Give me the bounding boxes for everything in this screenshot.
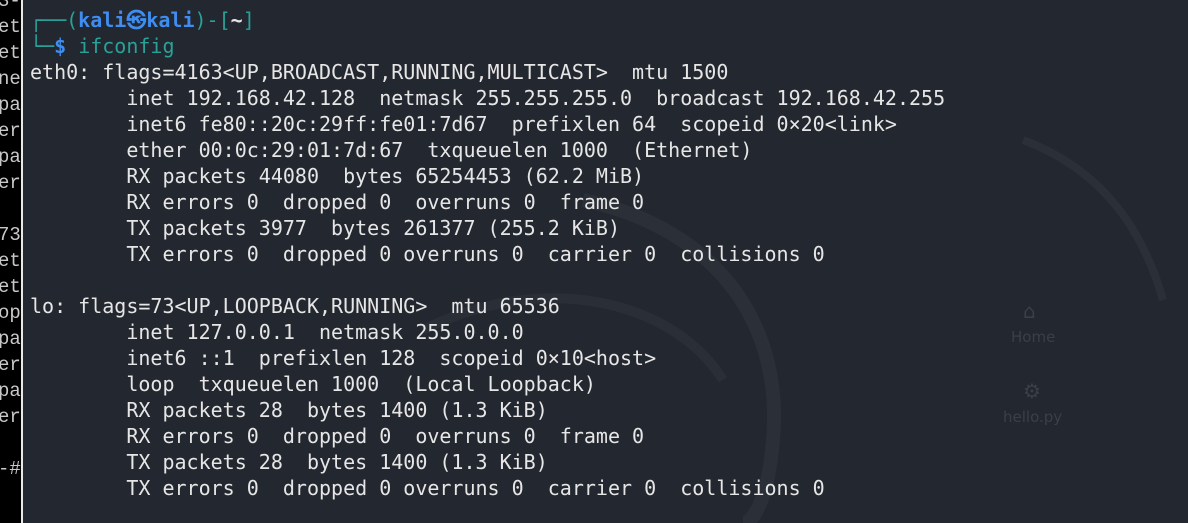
prompt-dir: ~ bbox=[230, 8, 243, 32]
window-border bbox=[21, 0, 23, 523]
output-line: RX packets 28 bytes 1400 (1.3 KiB) bbox=[30, 398, 548, 422]
output-line: inet6 fe80::20c:29ff:fe01:7d67 prefixlen… bbox=[30, 112, 897, 136]
background-text-fragment: er bbox=[0, 172, 21, 194]
output-line: eth0: flags=4163<UP,BROADCAST,RUNNING,MU… bbox=[30, 60, 729, 84]
command-line[interactable]: └─$ ifconfig bbox=[30, 34, 175, 58]
background-text-fragment: op bbox=[0, 302, 21, 324]
desktop-icon-label: Home bbox=[1011, 328, 1056, 346]
background-text-fragment: et bbox=[0, 16, 21, 38]
background-text-fragment: er bbox=[0, 354, 21, 376]
prompt-line: ┌──(kali㉿kali)-[~] bbox=[30, 8, 255, 32]
output-line: inet 127.0.0.1 netmask 255.0.0.0 bbox=[30, 320, 524, 344]
background-text-fragment: er bbox=[0, 120, 21, 142]
background-text-fragment: -# bbox=[0, 458, 21, 480]
output-line: inet 192.168.42.128 netmask 255.255.255.… bbox=[30, 86, 946, 110]
output-line: TX packets 28 bytes 1400 (1.3 KiB) bbox=[30, 450, 548, 474]
background-text-fragment: pa bbox=[0, 380, 21, 402]
background-text-fragment: er bbox=[0, 406, 21, 428]
output-line: loop txqueuelen 1000 (Local Loopback) bbox=[30, 372, 596, 396]
python-file-icon: ⚙ bbox=[1023, 379, 1041, 403]
prompt-host: kali bbox=[146, 8, 195, 32]
kali-dragon-watermark bbox=[420, 136, 1167, 523]
output-line: RX packets 44080 bytes 65254453 (62.2 Mi… bbox=[30, 164, 645, 188]
background-text-fragment: 3-4 bbox=[0, 0, 21, 12]
output-line: RX errors 0 dropped 0 overruns 0 frame 0 bbox=[30, 424, 645, 448]
background-text-fragment: pa bbox=[0, 94, 21, 116]
background-text-fragment: et bbox=[0, 250, 21, 272]
background-text-fragment: 73< bbox=[0, 224, 21, 246]
desktop-icon-label: hello.py bbox=[1003, 408, 1063, 426]
output-line: TX errors 0 dropped 0 overruns 0 carrier… bbox=[30, 476, 825, 500]
output-line: inet6 ::1 prefixlen 128 scopeid 0×10<hos… bbox=[30, 346, 657, 370]
terminal-window[interactable]: ⌂ Home ⚙ hello.py ┌──(kali㉿kali)-[~] └─$… bbox=[23, 0, 1188, 523]
output-line: RX errors 0 dropped 0 overruns 0 frame 0 bbox=[30, 190, 645, 214]
output-line: lo: flags=73<UP,LOOPBACK,RUNNING> mtu 65… bbox=[30, 294, 560, 318]
home-icon: ⌂ bbox=[1023, 299, 1036, 323]
output-line: TX packets 3977 bytes 261377 (255.2 KiB) bbox=[30, 216, 621, 240]
background-text-fragment: ner bbox=[0, 68, 21, 90]
background-text-fragment: pa bbox=[0, 328, 21, 350]
background-text-fragment: et6 bbox=[0, 42, 21, 64]
background-terminal-window[interactable]: 3-4 et et6 ner pa er pa er 73< et et6 op pa er pa er -# bbox=[0, 0, 21, 523]
output-line: ether 00:0c:29:01:7d:67 txqueuelen 1000 … bbox=[30, 138, 753, 162]
prompt-user: kali bbox=[78, 8, 127, 32]
background-text-fragment: pa bbox=[0, 146, 21, 168]
prompt-symbol: $ bbox=[54, 34, 67, 58]
output-line: TX errors 0 dropped 0 overruns 0 carrier… bbox=[30, 242, 825, 266]
background-text-fragment: et6 bbox=[0, 276, 21, 298]
command-text: ifconfig bbox=[78, 34, 175, 58]
